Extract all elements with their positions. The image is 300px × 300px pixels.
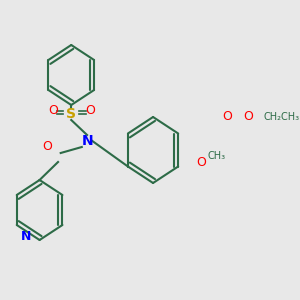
Text: O: O xyxy=(85,104,95,118)
Text: O: O xyxy=(196,156,206,169)
Text: N: N xyxy=(81,134,93,148)
Text: CH₂CH₃: CH₂CH₃ xyxy=(264,112,300,122)
Text: O: O xyxy=(43,140,52,154)
Text: O: O xyxy=(243,110,253,124)
Text: O: O xyxy=(48,104,58,118)
Text: CH₃: CH₃ xyxy=(207,151,225,161)
Text: S: S xyxy=(66,107,76,121)
Text: N: N xyxy=(21,230,32,243)
Text: O: O xyxy=(222,110,232,124)
